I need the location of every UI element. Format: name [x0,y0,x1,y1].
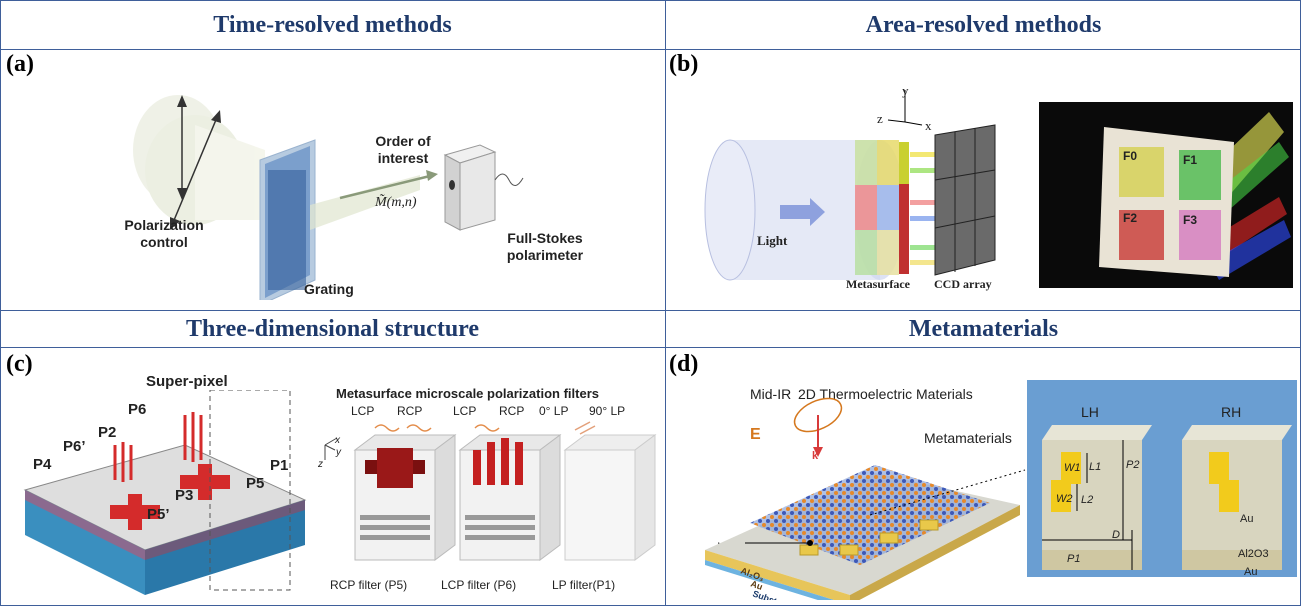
pol-arrow-diagonal [171,114,219,226]
divider-h3 [0,347,1301,348]
pixel-p1: P1 [270,457,289,474]
layer-substrate: Substrate [751,588,793,600]
panel-c-tag: (c) [6,351,33,377]
panel-a-diagram [133,95,524,300]
inset-al2o3: Al2O3 [1238,548,1269,560]
m-symbol-label: M̃(m,n) [375,195,417,210]
output-rays [910,152,940,265]
rh-label: RH [1221,404,1242,420]
dim-w2: W2 [1056,493,1073,505]
dim-w1: W1 [1064,462,1081,474]
col3-0lp: 0° LP [539,404,569,418]
cube-lp [563,421,657,561]
k-label: k [812,450,819,462]
light-label: Light [757,233,788,248]
pixel-p2: P2 [98,424,117,441]
col1-lcp: LCP [351,404,375,418]
header-area-resolved: Area-resolved methods [865,12,1102,38]
col1-rcp: RCP [397,404,423,418]
metamaterial-device: Al₂O₃ Au Substrate [705,397,1026,600]
divider-h1 [0,49,1301,50]
polarization-control-label: Polarization control [124,217,204,250]
metasurface-photo: F0 F1 F2 F3 [1039,102,1293,288]
header-time-resolved: Time-resolved methods [213,12,452,38]
order-of-interest-label: Order of interest [375,133,431,166]
axis-triad [324,437,338,460]
filter-cubes [324,421,657,561]
axis-x-c: x [335,435,340,446]
axis-y-c: y [336,447,341,458]
e-field-label: E [750,426,761,443]
divider-v [665,0,666,606]
pixel-p4: P4 [33,456,52,473]
panel-d-tag: (d) [669,351,699,377]
dim-d: D [1112,529,1120,541]
panel-b-schematic [704,90,996,281]
pixel-p6-prime: P6’ [63,438,86,455]
unit-cell-inset [1027,380,1297,577]
axes [887,90,923,126]
inset-au-bottom: Au [1244,566,1258,578]
pixel-p5: P5 [246,475,265,492]
polarimeter-label: Full-Stokes polarimeter [506,230,584,263]
panel-a-tag: (a) [6,51,34,77]
super-pixel-diagram [23,390,307,595]
pixel-p5-prime: P5’ [147,506,170,523]
filter-f2: F2 [1123,211,1137,225]
header-three-dimensional: Three-dimensional structure [185,316,480,342]
caption-lp-filter: LP filter(P1) [552,578,616,592]
axis-z-c: z [318,459,323,470]
grating-label: Grating [304,281,354,297]
thermoelectric-label: 2D Thermoelectric Materials [798,386,973,402]
filter-f3: F3 [1183,213,1197,227]
dim-p1: P1 [1067,553,1081,565]
ccd-array [934,124,996,276]
axis-x-label: x [925,118,932,133]
axis-y-label: y [902,83,909,98]
divider-h2 [0,310,1301,311]
axis-z-label: z [877,111,883,126]
filter-f0: F0 [1123,149,1137,163]
layer-au: Au [749,578,764,592]
light-arrow [780,198,825,226]
mid-ir-label: Mid-IR [750,386,792,402]
order-arrow [339,174,431,200]
cube-lcp [458,424,562,561]
caption-rcp-filter: RCP filter (P5) [330,578,408,592]
grating-dots [268,170,306,290]
pixel-p6: P6 [128,401,147,418]
metasurface-grid [855,140,909,275]
metasurface-label: Metasurface [846,277,910,291]
super-pixel-label: Super-pixel [146,373,228,390]
metamaterials-label: Metamaterials [924,430,1012,446]
polarimeter-device [443,144,524,231]
panel-b-tag: (b) [669,51,699,77]
dim-l2: L2 [1081,494,1094,506]
header-metamaterials: Metamaterials [908,316,1059,342]
rh-cell [1182,425,1292,570]
pixel-p3: P3 [175,487,194,504]
red-pillars [113,412,203,482]
col2-lcp: LCP [453,404,477,418]
col3-90lp: 90° LP [589,404,626,418]
dim-p2: P2 [1126,459,1140,471]
cube-rcp [353,424,457,561]
red-crosses [110,464,230,530]
dim-l1: L1 [1089,461,1102,473]
col2-rcp: RCP [499,404,525,418]
lh-label: LH [1081,404,1099,420]
lh-cell [1042,425,1152,570]
filters-title: Metasurface microscale polarization filt… [336,386,599,401]
ccd-array-label: CCD array [934,277,992,291]
filter-f1: F1 [1183,153,1197,167]
caption-lcp-filter: LCP filter (P6) [441,578,517,592]
inset-au-top: Au [1240,513,1254,525]
